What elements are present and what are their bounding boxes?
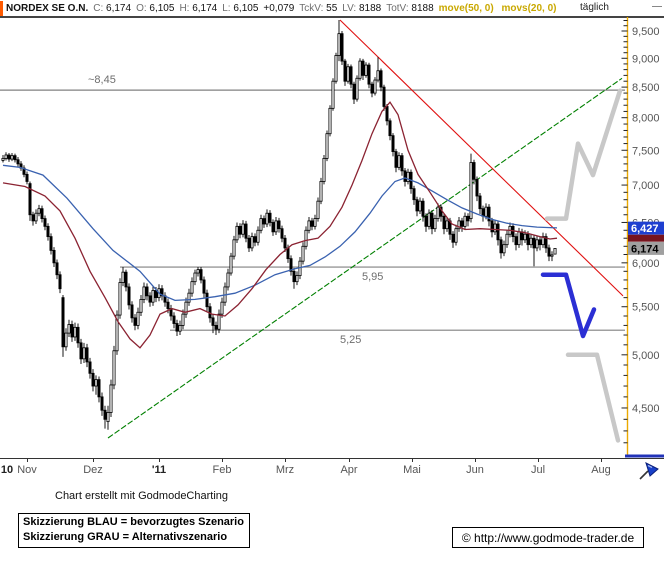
time-tick-label-Dez: Dez [83, 464, 103, 476]
chart-caption: Chart erstellt mit GodmodeCharting [55, 490, 229, 502]
time-tick-label-Apr: Apr [340, 464, 358, 476]
quote-field-c: C: 6,174 [93, 2, 132, 14]
quote-field-l: L: 6,105 [222, 2, 259, 14]
time-tick-label-10: 10 [0, 464, 14, 476]
quote-field-change: +0,079 [263, 2, 295, 14]
time-tick-label-Jul: Jul [530, 464, 546, 476]
time-tick-mark [222, 459, 223, 462]
legend-line-blue: Skizzierung BLAU = bevorzugtes Szenario [23, 516, 244, 528]
quote-field-h: H: 6,174 [179, 2, 218, 14]
time-tick-mark [412, 459, 413, 462]
time-tick-mark [93, 459, 94, 462]
legend-line-gray: Skizzierung GRAU = Alternativszenario [23, 531, 228, 543]
last-price-badge-text: 6,174 [631, 243, 659, 255]
scenario-alternative-upper [544, 88, 623, 221]
quote-header: NORDEX SE O.N. C: 6,174 O: 6,105 H: 6,174 L… [0, 0, 664, 17]
time-tick-mark [475, 459, 476, 462]
price-tick-label: 9,500 [632, 26, 660, 38]
price-tick-label: 9,000 [632, 53, 660, 65]
price-tick-label: 8,500 [632, 82, 660, 94]
time-tick-mark [27, 459, 28, 462]
copyright-link[interactable]: © http://www.godmode-trader.de [461, 530, 635, 545]
indicator-label[interactable]: move(50, 0) [438, 2, 497, 14]
candles-layer[interactable] [1, 19, 557, 430]
time-tick-label-Feb: Feb [212, 464, 232, 476]
indicator-label[interactable]: movs(20, 0) [501, 2, 557, 14]
svg-text:5,95: 5,95 [362, 271, 383, 283]
price-tick-label: 5,000 [632, 350, 660, 362]
time-tick-label-Mai: Mai [403, 464, 421, 476]
price-tick-label: 6,000 [632, 258, 660, 270]
price-tick-label: 5,500 [632, 302, 660, 314]
uptrend-line [107, 77, 623, 439]
candlestick-plot[interactable]: ~8,45 5,95 5,25 9,500 9,000 8,500 8,000 7,500 7,… [0, 17, 664, 458]
time-tick-label-11: '11 [151, 464, 167, 476]
time-tick-mark [601, 459, 602, 462]
price-chart[interactable]: ~8,45 5,95 5,25 9,500 9,000 8,500 8,000 7,500 7,… [0, 17, 664, 458]
svg-text:~8,45: ~8,45 [88, 74, 116, 86]
quote-field-tckv: TckV: 55 [299, 2, 338, 14]
time-axis[interactable]: 10 Nov Dez '11 Feb Mrz Apr Mai Jun Jul Aug [0, 458, 664, 482]
time-tick-label-Aug: Aug [591, 464, 611, 476]
ma-fast-value-badge [628, 234, 664, 242]
time-tick-label-Mrz: Mrz [275, 464, 295, 476]
timeframe-label[interactable]: täglich [580, 2, 609, 13]
time-tick-label-Jun: Jun [466, 464, 484, 476]
ma-line-20 [2, 101, 558, 349]
trendlines[interactable] [107, 19, 624, 439]
price-tick-label: 8,000 [632, 113, 660, 125]
last-price-badge [628, 241, 664, 255]
time-tick-mark [538, 459, 539, 462]
moving-averages [2, 101, 558, 349]
time-tick-label-Nov: Nov [17, 464, 37, 476]
svg-text:5,25: 5,25 [340, 334, 361, 346]
quote-fields: C: 6,174 O: 6,105 H: 6,174 L: 6,105 +0,079 Tc… [93, 3, 438, 14]
price-tick-label: 7,000 [632, 180, 660, 192]
time-tick-mark [285, 459, 286, 462]
scenario-sketches[interactable] [540, 88, 623, 443]
price-tick-label: 7,500 [632, 145, 660, 157]
instrument-name: NORDEX SE O.N. [6, 2, 89, 14]
time-tick-mark [159, 459, 160, 462]
support-resistance-levels: ~8,45 5,95 5,25 [0, 74, 625, 346]
chart-footer: Chart erstellt mit GodmodeCharting Skizz… [0, 481, 664, 566]
pushpin-icon[interactable] [637, 460, 661, 481]
window-dash-icon[interactable]: — [652, 1, 662, 12]
scenario-legend: Skizzierung BLAU = bevorzugtes Szenario … [18, 513, 250, 548]
downtrend-line [339, 19, 624, 297]
scenario-preferred [540, 272, 597, 339]
scenario-alternative-lower [565, 352, 621, 443]
ma-line-50 [2, 164, 558, 302]
time-tick-mark [349, 459, 350, 462]
brand-bar [0, 0, 3, 16]
ma-slow-value-badge [628, 221, 664, 235]
axis-badges: 6,427 6,174 [628, 221, 664, 255]
ma-slow-value-badge-text: 6,427 [631, 223, 659, 235]
axis-bottom-strip [625, 454, 664, 458]
quote-field-o: O: 6,105 [136, 2, 175, 14]
copyright-box: © http://www.godmode-trader.de [452, 527, 644, 548]
indicator-labels: move(50, 0) movs(20, 0) [439, 3, 562, 14]
quote-field-lv: LV: 8188 [342, 2, 382, 14]
quote-field-totv: TotV: 8188 [386, 2, 434, 14]
price-tick-label: 4,500 [632, 403, 660, 415]
